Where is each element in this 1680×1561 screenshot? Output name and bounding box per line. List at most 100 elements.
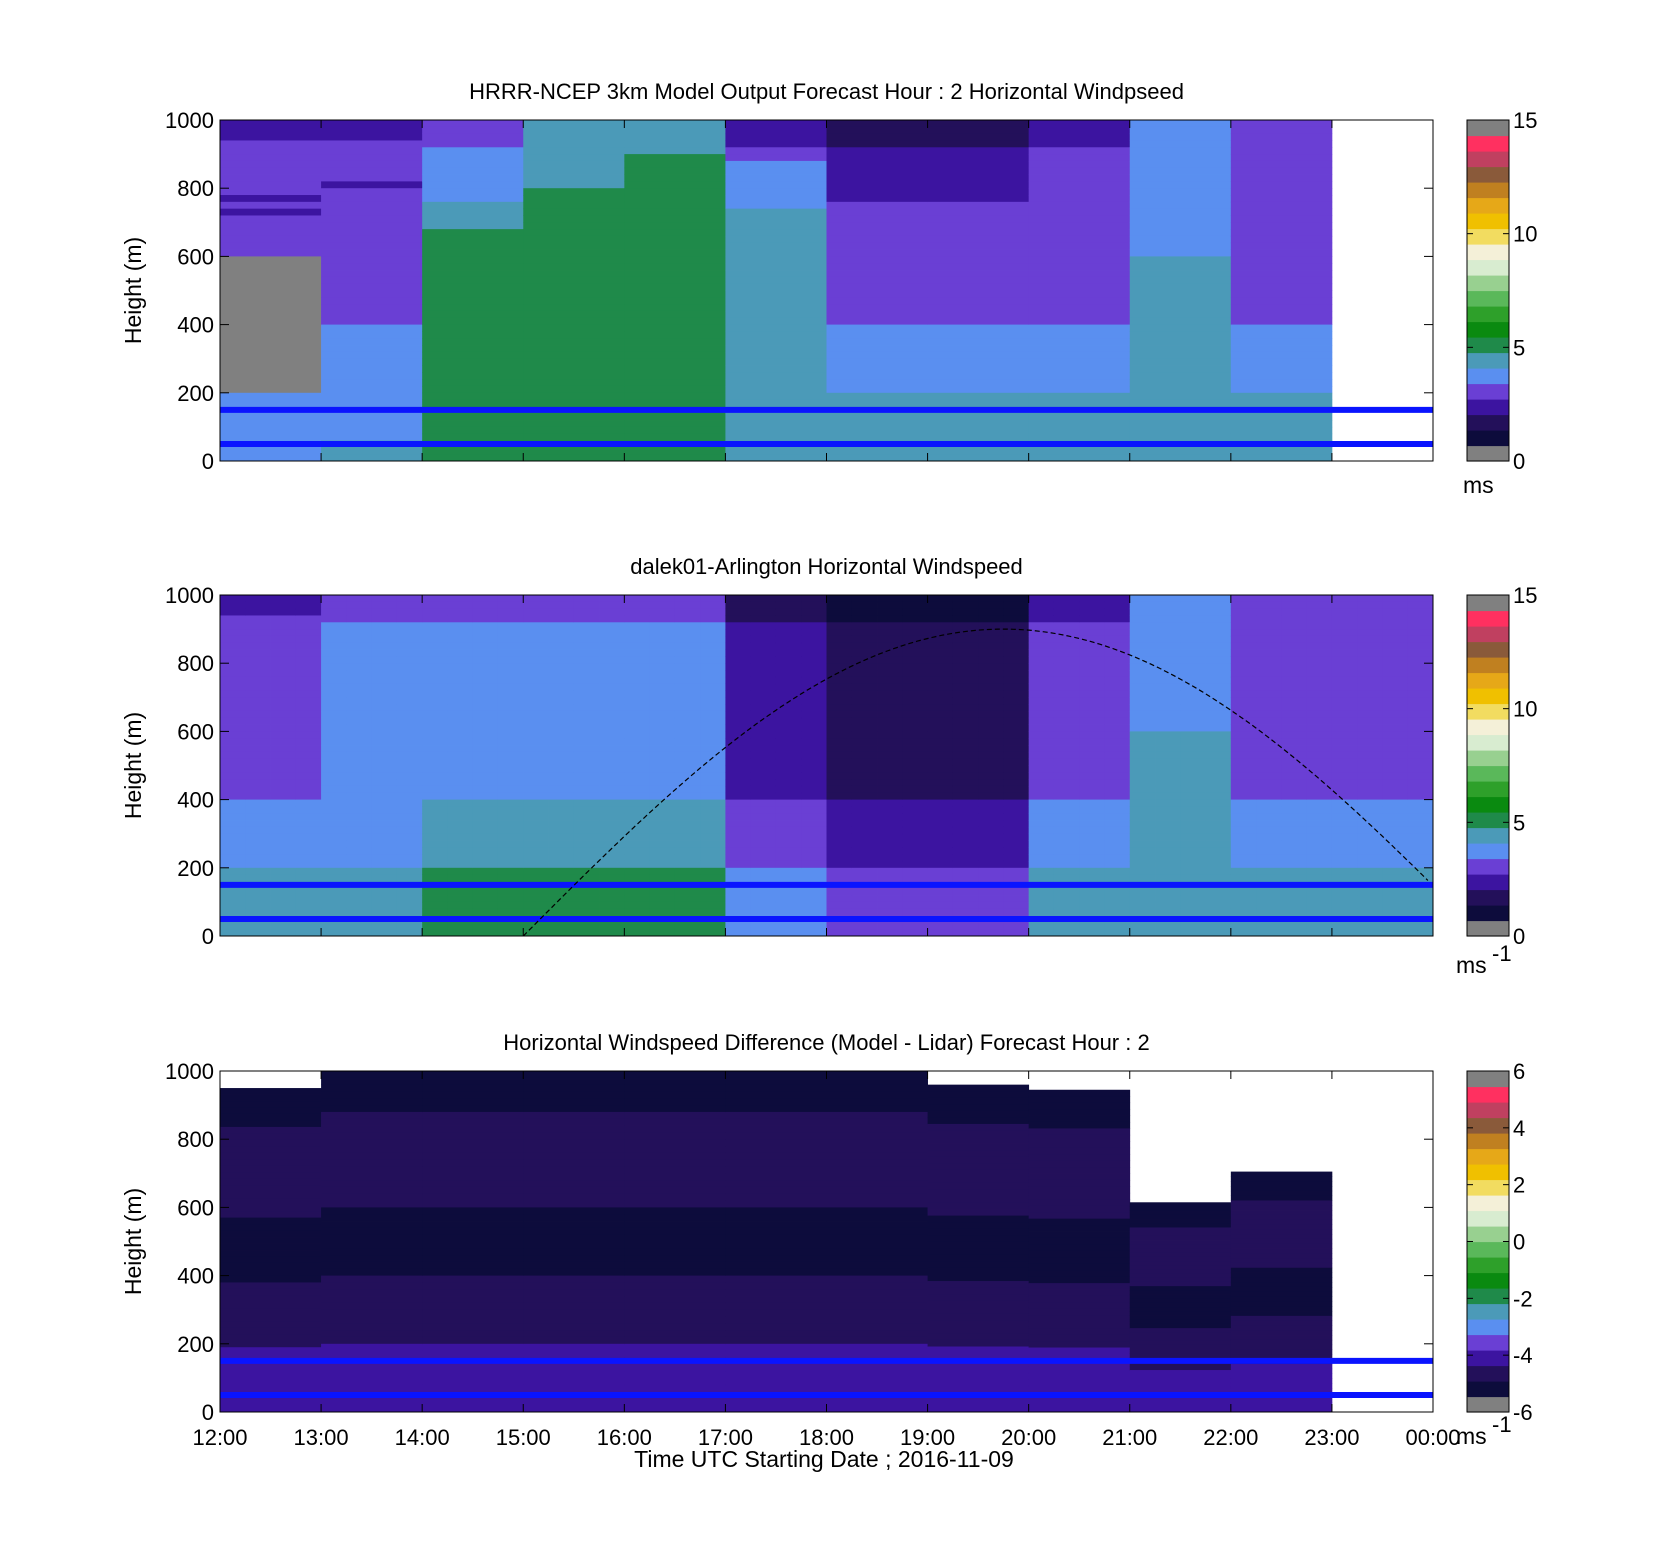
heatmap-cell: [927, 724, 954, 732]
heatmap-cell: [220, 167, 322, 175]
heatmap-cell: [1382, 595, 1409, 603]
heatmap-cell: [220, 629, 246, 637]
heatmap-cell: [1205, 697, 1232, 705]
heatmap-cell: [523, 806, 549, 814]
heatmap-cell: [346, 724, 373, 732]
heatmap-cell: [270, 629, 297, 637]
heatmap-cell: [548, 670, 575, 678]
heatmap-cell: [321, 676, 347, 685]
heatmap-cell: [801, 895, 827, 903]
heatmap-cell: [321, 235, 423, 244]
heatmap-cell: [1306, 601, 1333, 610]
heatmap-cell: [1028, 345, 1131, 353]
heatmap-cell: [978, 929, 1004, 937]
heatmap-cell: [497, 608, 524, 616]
heatmap-cell: [1180, 908, 1206, 916]
heatmap-cell: [422, 1193, 524, 1201]
heatmap-cell: [295, 895, 322, 903]
heatmap-cell: [220, 867, 246, 876]
heatmap-cell: [952, 704, 979, 712]
heatmap-cell: [826, 833, 853, 841]
heatmap-cell: [725, 1241, 827, 1249]
heatmap-cell: [220, 595, 246, 603]
heatmap-cell: [321, 833, 347, 841]
heatmap-cell: [1129, 724, 1156, 732]
heatmap-cell: [927, 1137, 1030, 1144]
heatmap-cell: [700, 908, 726, 916]
heatmap-cell: [220, 751, 246, 760]
heatmap-cell: [1256, 622, 1282, 630]
heatmap-cell: [447, 663, 474, 671]
heatmap-cell: [270, 751, 297, 760]
heatmap-cell: [1155, 635, 1181, 644]
heatmap-cell: [599, 820, 625, 828]
heatmap-cell: [1256, 601, 1282, 610]
heatmap-cell: [725, 1364, 827, 1372]
heatmap-cell: [523, 656, 549, 664]
heatmap-cell: [1079, 745, 1105, 753]
heatmap-cell: [952, 710, 979, 719]
heatmap-cell: [1230, 601, 1257, 610]
heatmap-cell: [1230, 385, 1333, 394]
heatmap-cell: [245, 874, 271, 882]
heatmap-cell: [700, 826, 726, 835]
heatmap-cell: [674, 697, 701, 705]
colorbar-tick-label: 0: [1513, 449, 1525, 474]
heatmap-cell: [624, 833, 651, 841]
heatmap-cell: [927, 690, 954, 698]
heatmap-cell: [725, 717, 752, 725]
heatmap-cell: [826, 772, 853, 780]
heatmap-cell: [321, 276, 423, 285]
heatmap-cell: [523, 1098, 625, 1106]
heatmap-cell: [851, 799, 878, 807]
heatmap-cell: [1155, 860, 1181, 869]
heatmap-cell: [245, 642, 271, 650]
heatmap-cell: [220, 670, 246, 678]
heatmap-cell: [321, 331, 423, 339]
heatmap-cell: [927, 1385, 1030, 1393]
heatmap-cell: [321, 895, 347, 903]
heatmap-cell: [750, 683, 777, 691]
heatmap-cell: [851, 901, 878, 910]
heatmap-cell: [346, 697, 373, 705]
heatmap-cell: [1256, 895, 1282, 903]
heatmap-cell: [472, 704, 499, 712]
heatmap-cell: [674, 867, 701, 876]
colorbar-swatch: [1467, 1226, 1509, 1243]
heatmap-cell: [1230, 1387, 1333, 1394]
heatmap-cell: [1003, 833, 1030, 841]
heatmap-cell: [750, 629, 777, 637]
heatmap-cell: [700, 717, 726, 725]
heatmap-cell: [851, 642, 878, 650]
heatmap-cell: [624, 908, 651, 916]
heatmap-cell: [927, 385, 1030, 394]
heatmap-cell: [826, 126, 928, 135]
heatmap-cell: [1053, 758, 1080, 766]
heatmap-cell: [346, 826, 373, 835]
heatmap-cell: [826, 779, 853, 787]
heatmap-cell: [927, 147, 1030, 155]
heatmap-cell: [1306, 901, 1333, 910]
heatmap-cell: [422, 840, 448, 848]
heatmap-cell: [1281, 895, 1308, 903]
heatmap-cell: [422, 833, 448, 841]
heatmap-cell: [422, 433, 524, 441]
heatmap-cell: [826, 656, 853, 664]
heatmap-cell: [346, 860, 373, 869]
heatmap-cell: [1028, 276, 1131, 285]
heatmap-cell: [1205, 813, 1232, 821]
heatmap-cell: [1230, 1354, 1333, 1360]
heatmap-cell: [649, 847, 676, 855]
heatmap-cell: [1357, 785, 1383, 794]
heatmap-cell: [573, 731, 600, 739]
heatmap-cell: [1079, 622, 1105, 630]
heatmap-cell: [1230, 1238, 1333, 1245]
heatmap-cell: [851, 731, 878, 739]
heatmap-cell: [851, 676, 878, 685]
heatmap-cell: [346, 731, 373, 739]
heatmap-cell: [624, 140, 726, 148]
heatmap-cell: [1256, 615, 1282, 623]
heatmap-cell: [952, 813, 979, 821]
heatmap-cell: [826, 358, 928, 366]
heatmap-cell: [1306, 670, 1333, 678]
